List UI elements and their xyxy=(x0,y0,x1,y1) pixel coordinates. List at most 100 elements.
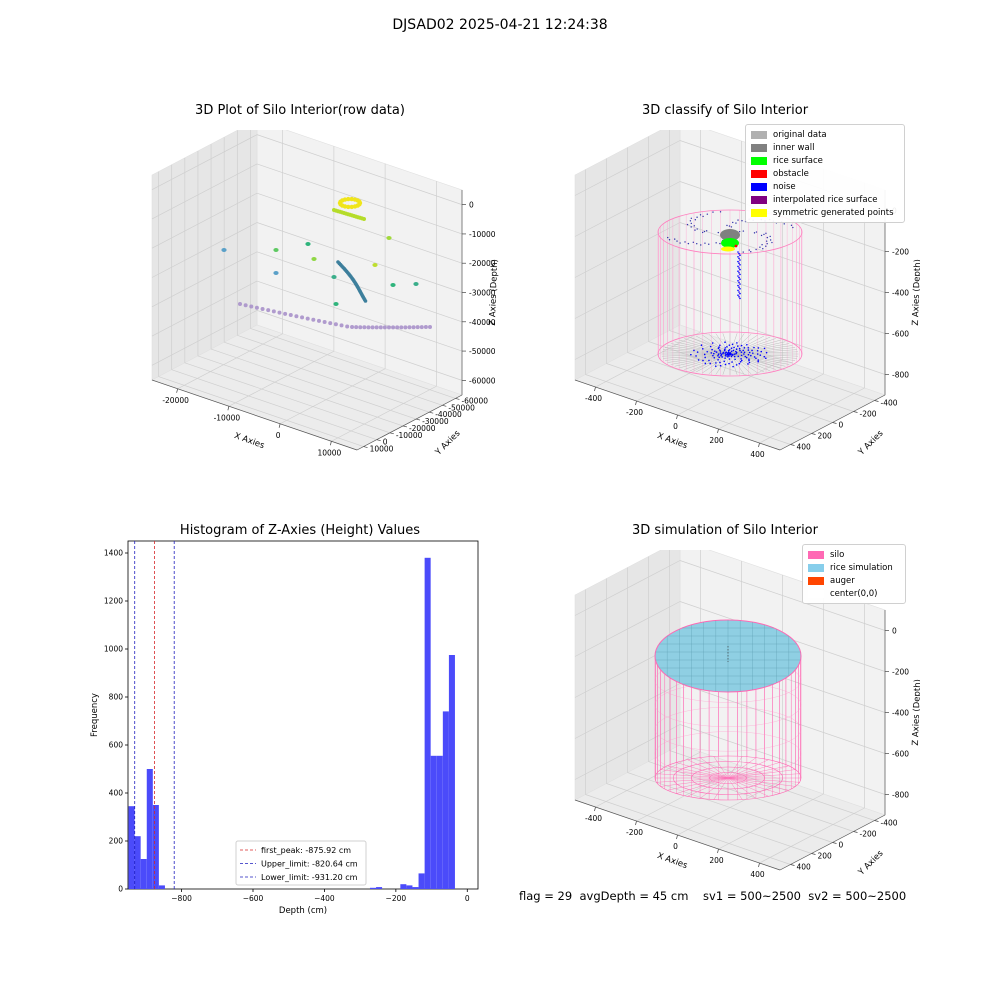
data-point xyxy=(288,313,293,318)
y-tick xyxy=(442,404,447,407)
x-tick xyxy=(717,428,719,434)
noise-point xyxy=(738,272,740,274)
legend-item-auger: auger xyxy=(808,574,900,587)
surface-point xyxy=(742,251,744,253)
floor-ray xyxy=(727,777,757,799)
surface-point xyxy=(719,242,721,245)
noise-point xyxy=(759,354,762,356)
grid-line xyxy=(331,385,437,442)
grid-line xyxy=(151,222,258,278)
data-point xyxy=(366,325,371,330)
x-tick-label: -400 xyxy=(585,814,602,823)
noise-point xyxy=(715,362,717,364)
surface-point xyxy=(690,226,692,228)
y-tick-label: 200 xyxy=(818,432,833,441)
surface-point xyxy=(742,230,745,232)
noise-point xyxy=(725,353,727,356)
noise-point xyxy=(739,361,742,363)
grid-line xyxy=(256,192,463,264)
noise-point xyxy=(735,364,738,366)
floor-ray xyxy=(729,339,781,355)
plot1-title: 3D Plot of Silo Interior(row data) xyxy=(195,103,405,118)
surface-point xyxy=(701,231,704,234)
noise-point xyxy=(709,362,712,365)
y-tick xyxy=(832,842,837,844)
noise-point xyxy=(714,350,716,352)
y-tick-label: -50000 xyxy=(448,403,475,412)
data-point xyxy=(238,302,242,306)
noise-point xyxy=(702,359,704,362)
data-point xyxy=(243,303,248,308)
noise-point xyxy=(737,260,739,263)
noise-point xyxy=(747,349,750,351)
x-axis-label: Depth (cm) xyxy=(279,906,327,916)
histogram-bar xyxy=(152,805,159,889)
noise-point xyxy=(731,343,734,346)
floor-ray xyxy=(729,343,790,355)
noise-point xyxy=(738,281,740,284)
noise-point xyxy=(737,251,739,253)
x-tick-label: 0 xyxy=(673,842,678,851)
surface-point xyxy=(694,219,697,221)
z-axis-label: Z Axies (Depth) xyxy=(911,259,920,326)
data-point xyxy=(305,242,311,246)
legend-label: center(0,0) xyxy=(830,588,878,599)
grid-line xyxy=(171,369,377,441)
grid-line xyxy=(158,376,364,447)
x-tick-label: 10000 xyxy=(317,448,341,457)
noise-point xyxy=(696,351,699,353)
noise-point xyxy=(730,350,733,353)
floor-ray xyxy=(727,777,769,797)
data-point xyxy=(362,217,366,221)
data-point xyxy=(346,204,351,210)
surface-point xyxy=(765,245,767,247)
floor-ray xyxy=(667,345,731,355)
noise-point xyxy=(713,356,716,359)
noise-point xyxy=(703,353,706,356)
data-point xyxy=(316,318,321,323)
surface-point xyxy=(741,220,743,222)
surface-point xyxy=(738,230,741,233)
floor-ray xyxy=(729,334,758,355)
noise-point xyxy=(709,345,712,348)
noise-point xyxy=(700,344,703,347)
y-tick-label: 200 xyxy=(818,852,833,861)
x-tick xyxy=(330,441,332,446)
x-axis-line xyxy=(574,379,781,451)
silo-bottom-rim xyxy=(657,331,803,377)
grid-line xyxy=(585,794,791,865)
floor-ray xyxy=(729,338,776,355)
noise-point xyxy=(740,354,743,357)
noise-point xyxy=(736,345,739,347)
surface-point xyxy=(696,228,698,230)
x-tick-label: -200 xyxy=(626,408,643,417)
grid-line xyxy=(224,341,430,413)
noise-point xyxy=(697,359,700,361)
y-tick xyxy=(376,439,381,442)
floor-ray xyxy=(729,333,738,355)
z-tick-label: -800 xyxy=(892,791,909,800)
noise-point xyxy=(739,297,741,300)
x-tick xyxy=(676,834,678,840)
surface-point xyxy=(761,244,763,246)
noise-point xyxy=(748,351,751,354)
z-tick-label: 0 xyxy=(469,201,474,210)
x-tick-label: 200 xyxy=(709,436,724,445)
floor-ray xyxy=(729,353,799,357)
grid-line xyxy=(151,134,258,190)
floor-ray xyxy=(676,777,729,794)
legend-item-silo: silo xyxy=(808,548,900,561)
noise-point xyxy=(722,351,725,354)
noise-point xyxy=(726,352,729,354)
data-point xyxy=(346,196,351,202)
z-tick-label: -600 xyxy=(892,750,909,759)
y-tick xyxy=(811,433,816,435)
data-point xyxy=(362,325,367,330)
grid-line xyxy=(184,362,390,434)
surface-point xyxy=(769,239,772,241)
y-axis-label: Y Axies xyxy=(856,428,886,458)
floor-ray xyxy=(727,759,769,779)
floor-ray xyxy=(729,353,765,373)
noise-point xyxy=(733,355,736,358)
noise-point xyxy=(727,349,730,352)
